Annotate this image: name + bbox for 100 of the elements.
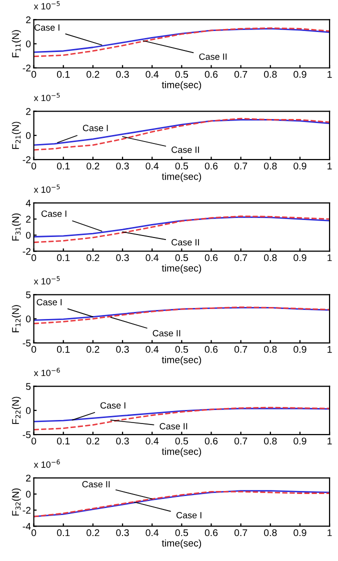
x-tick-label: 0.3 [116,346,129,353]
x-tick-label: 0.1 [57,162,70,170]
x-axis-title: time(sec) [162,356,202,366]
x-tick-label: 0.7 [234,162,248,170]
annotation: Case I [176,512,202,518]
annotation: Case I [100,402,126,409]
x-tick-label: 0.5 [175,70,188,78]
x-tick-label: 0.9 [294,438,306,444]
x-tick-label: 0.7 [234,70,248,78]
x-tick-label: 0.1 [57,346,70,353]
x-tick-label: 0 [31,162,36,170]
y-tick-label: 0 [26,232,31,239]
x-tick-label: 0 [31,529,36,536]
x-tick-label: 0.6 [204,438,218,444]
x-tick-label: 0.9 [294,70,306,78]
text: x 10$^{−6}$ [34,460,60,468]
x-tick-label: 0.8 [264,438,277,444]
x-tick-label: 0.4 [146,529,159,536]
text: x 10$^{−5}$ [34,184,60,193]
y-axis-title: F$_{31}$(N) [12,213,21,241]
y-tick-label: -2 [22,506,31,514]
x-tick-label: 0.7 [234,529,248,536]
y-tick-label: -5 [22,431,31,438]
annotation: Case II [82,481,110,488]
x-tick-label: 0.7 [234,346,248,353]
x-tick-label: 0.3 [116,162,129,170]
x-tick-label: 0.5 [175,346,188,353]
y-tick-label: 2 [26,474,31,482]
x-axis-title: time(sec) [162,539,202,549]
text: x 10$^{−6}$ [34,368,60,376]
annotation: Case I [82,124,108,132]
x-tick-label: 0.8 [264,529,277,536]
annotation: Case II [172,146,199,153]
x-tick-label: 1 [328,346,332,353]
annotation: Case I [36,298,62,306]
y-axis-title: F$_{32}$(N) [12,488,21,516]
annotation: Case II [152,330,180,336]
x-tick-label: 1 [328,254,332,262]
x-tick-label: 0.9 [294,254,306,262]
x-tick-label: 0.4 [146,346,159,353]
x-tick-label: 0.2 [86,346,100,353]
y-tick-label: 2 [26,216,31,223]
x-tick-label: 0.4 [146,438,159,444]
y-axis-title: F$_{12}$(N) [12,305,21,332]
y-tick-label: -2 [22,64,31,72]
x-tick-label: 0.7 [234,254,248,262]
x-tick-label: 0.8 [264,70,277,78]
annotation: Case II [172,239,199,246]
x-tick-label: 1 [328,71,332,78]
x-tick-label: 0.6 [204,346,218,353]
text: x 10$^{−5}$ [34,92,60,102]
x-tick-label: 0.4 [146,70,159,78]
line-series [34,306,330,321]
x-tick-label: 0.3 [116,254,129,262]
y-tick-label: 4 [26,200,31,206]
x-tick-label: 0.8 [264,162,277,170]
y-axis-title: F$_{21}$(N) [12,122,21,149]
x-tick-label: 0.2 [86,529,100,536]
x-tick-label: 0 [31,254,36,262]
x-tick-label: 0.5 [175,529,188,536]
y-tick-label: 2 [26,108,31,115]
x-tick-label: 0.3 [116,70,129,78]
y-axis-title: F$_{11}$(N) [12,30,21,58]
x-axis-title: time(sec) [162,448,202,457]
x-tick-label: 0.3 [116,529,129,536]
x-tick-label: 0.4 [146,162,159,170]
y-tick-label: -2 [22,248,31,255]
x-tick-label: 0.1 [57,70,70,78]
line-series [34,216,330,238]
x-axis-title: time(sec) [162,172,202,182]
x-axis-title: time(sec) [162,81,202,90]
y-tick-label: 2 [26,16,31,24]
x-axis-title: time(sec) [162,264,202,274]
line-series [34,408,330,422]
annotation: Case I [34,24,60,31]
x-tick-label: 0.8 [264,346,277,353]
x-tick-label: 0.5 [175,162,188,170]
y-tick-label: -4 [22,523,31,530]
x-tick-label: 0.8 [264,254,277,262]
x-tick-label: 0.9 [294,529,306,536]
x-tick-label: 0 [31,346,36,353]
x-tick-label: 0.1 [57,438,70,444]
y-axis-title: F$_{22}$(N) [12,396,21,424]
x-tick-label: 0.3 [116,438,129,444]
x-tick-label: 0.1 [57,529,70,536]
x-tick-label: 0.2 [86,162,100,170]
x-tick-label: 0.2 [86,254,100,262]
x-tick-label: 0.6 [204,70,218,78]
y-tick-label: -2 [22,156,31,164]
x-tick-label: 0.9 [294,162,306,170]
line-series [34,216,330,244]
x-tick-label: 1 [328,529,332,536]
x-tick-label: 0.6 [204,529,218,536]
x-tick-label: 0.2 [86,438,100,444]
annotation: Case II [160,423,188,430]
x-tick-label: 0.9 [294,346,306,353]
y-tick-label: 5 [26,291,31,298]
y-tick-label: 0 [26,490,31,498]
line-series [34,306,330,324]
annotation: Case I [41,210,66,217]
